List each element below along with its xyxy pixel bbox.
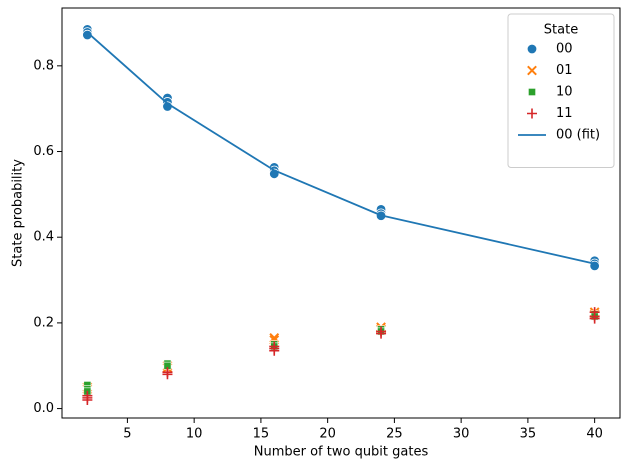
point	[376, 328, 387, 339]
fit-line	[86, 31, 595, 265]
legend-label: 11	[556, 106, 573, 121]
x-tick-label: 30	[453, 427, 470, 442]
legend-label: 00 (fit)	[556, 128, 600, 143]
point	[82, 395, 93, 406]
legend-swatch	[527, 65, 537, 76]
y-tick-label: 0.8	[33, 58, 54, 73]
legend-label: 01	[556, 63, 573, 78]
x-tick-label: 10	[186, 427, 203, 442]
point	[162, 369, 173, 380]
y-axis-label: State probability	[11, 159, 26, 267]
point	[269, 345, 280, 356]
y-tick-label: 0.4	[33, 230, 54, 245]
x-tick-label: 25	[386, 427, 403, 442]
y-tick-label: 0.2	[33, 315, 54, 330]
legend-swatch	[527, 108, 537, 119]
plot-frame	[61, 7, 621, 419]
legend-swatch	[526, 43, 538, 55]
legend-label: 00	[556, 42, 573, 57]
x-axis-label: Number of two qubit gates	[254, 445, 429, 460]
x-tick-label: 15	[253, 427, 270, 442]
x-tick-label: 20	[319, 427, 336, 442]
y-tick-label: 0.6	[33, 144, 54, 159]
y-tick-label: 0.0	[33, 401, 54, 416]
x-tick-label: 5	[123, 427, 131, 442]
legend-swatch	[528, 88, 536, 96]
point	[589, 313, 600, 324]
x-tick-label: 40	[586, 427, 603, 442]
x-tick-label: 35	[520, 427, 537, 442]
legend-title: State	[544, 23, 578, 38]
point	[82, 29, 93, 41]
legend-label: 10	[556, 85, 573, 100]
legend: State 00 01 10 11 00 (fit)	[507, 13, 615, 168]
